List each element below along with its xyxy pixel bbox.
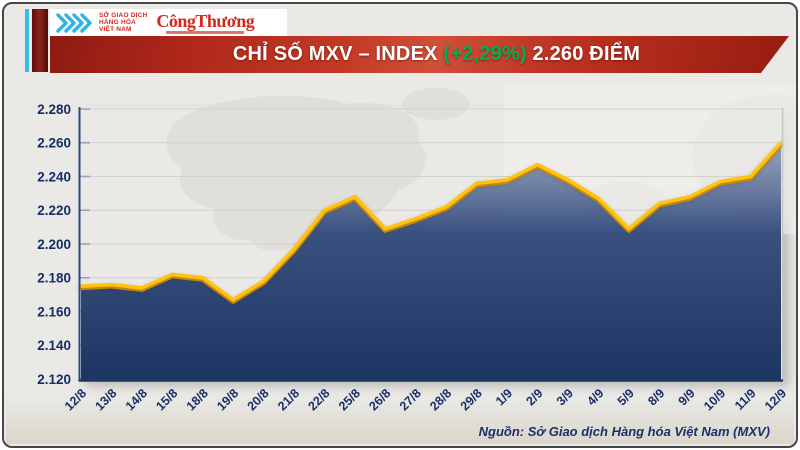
accent-stripe-maroon — [32, 9, 48, 72]
y-tick-label: 2.120 — [37, 372, 71, 387]
index-line — [79, 141, 783, 302]
x-tick-label: 26/8 — [366, 386, 393, 413]
x-tick-label: 14/8 — [123, 386, 150, 413]
x-tick-label: 21/8 — [275, 386, 302, 413]
index-area-fill — [81, 142, 781, 381]
exchange-name-line2: HÀNG HÓA — [99, 19, 136, 26]
x-tick-label: 3/9 — [554, 386, 576, 408]
x-tick-label: 27/8 — [397, 386, 424, 413]
congthuong-logo: CôngThương — [156, 10, 255, 34]
x-tick-label: 13/8 — [92, 386, 119, 413]
x-tick-label: 22/8 — [305, 386, 332, 413]
x-tick-label: 2/9 — [523, 386, 545, 408]
y-tick-label: 2.260 — [37, 136, 71, 151]
chart-title: CHỈ SỐ MXV – INDEX (+2,29%) 2.260 ĐIỂM — [233, 43, 640, 66]
y-tick-label: 2.280 — [37, 102, 71, 117]
y-tick-label: 2.200 — [37, 237, 71, 252]
x-tick-label: 10/9 — [701, 386, 728, 413]
y-tick-label: 2.240 — [37, 169, 71, 184]
title-main: CHỈ SỐ MXV – INDEX — [232, 43, 438, 65]
x-tick-label: 20/8 — [245, 386, 272, 413]
title-value: 2.260 ĐIỂM — [532, 43, 641, 65]
y-tick-label: 2.180 — [37, 271, 71, 286]
x-axis-labels: 12/8 13/8 14/8 15/8 18/8 19/8 20/8 21/8 22/8 25/8… — [62, 386, 789, 413]
x-tick-label: 8/9 — [645, 386, 667, 408]
y-tick-label: 2.160 — [37, 304, 71, 319]
exchange-name-line1: SỞ GIAO DỊCH — [99, 12, 148, 19]
y-tick-label: 2.140 — [37, 338, 71, 353]
index-area-chart: 2.280 2.260 2.240 2.220 2.200 2.180 2.160 2.140… — [37, 84, 796, 413]
x-tick-label: 12/9 — [762, 386, 789, 413]
x-tick-label: 5/9 — [615, 386, 637, 408]
congthuong-wordmark: CôngThương — [156, 10, 255, 31]
accent-stripe-cyan — [25, 9, 29, 72]
brand-tagline-bar — [166, 30, 245, 34]
x-tick-label: 25/8 — [336, 386, 363, 413]
background-photo-band — [6, 396, 794, 444]
x-tick-label: 9/9 — [676, 386, 698, 408]
x-tick-label: 18/8 — [184, 386, 211, 413]
exchange-name: SỞ GIAO DỊCH HÀNG HÓA VIỆT NAM — [99, 12, 147, 33]
x-tick-label: 11/9 — [732, 386, 759, 413]
x-tick-label: 28/8 — [427, 386, 454, 413]
y-axis-labels: 2.280 2.260 2.240 2.220 2.200 2.180 2.160 2.140… — [37, 102, 71, 387]
x-tick-label: 19/8 — [214, 386, 241, 413]
title-change-percent: (+2,29%) — [443, 43, 527, 65]
exchange-name-line3: VIỆT NAM — [99, 26, 132, 33]
x-tick-label: 12/8 — [62, 386, 89, 413]
mxv-chevron-logo — [56, 12, 92, 33]
index-series — [78, 141, 784, 381]
x-tick-label: 4/9 — [584, 386, 606, 408]
title-banner: CHỈ SỐ MXV – INDEX (+2,29%) 2.260 ĐIỂM — [50, 36, 789, 73]
source-caption: Nguồn: Sở Giao dịch Hàng hóa Việt Nam (M… — [478, 424, 770, 439]
x-tick-label: 29/8 — [458, 386, 485, 413]
y-tick-label: 2.220 — [37, 203, 71, 218]
x-tick-label: 1/9 — [493, 386, 515, 408]
logo-box: SỞ GIAO DỊCH HÀNG HÓA VIỆT NAM CôngThươn… — [50, 9, 287, 36]
x-tick-label: 15/8 — [153, 386, 180, 413]
